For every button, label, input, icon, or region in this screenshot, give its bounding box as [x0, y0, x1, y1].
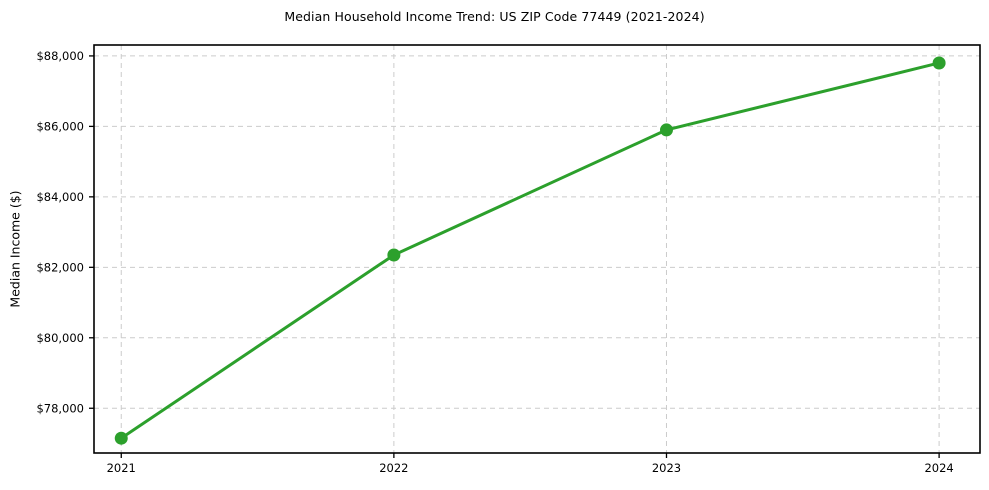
- plot-frame: [93, 44, 981, 454]
- x-tick-label: 2021: [107, 461, 136, 475]
- x-tick-label: 2023: [652, 461, 681, 475]
- y-tick-label: $88,000: [36, 49, 84, 63]
- y-tick-label: $86,000: [36, 119, 84, 133]
- data-point: [932, 56, 946, 70]
- y-tick-label: $84,000: [36, 190, 84, 204]
- data-point: [114, 431, 128, 445]
- x-tick-label: 2022: [379, 461, 408, 475]
- x-tick-label: 2024: [924, 461, 953, 475]
- data-point: [659, 123, 673, 137]
- chart-title: Median Household Income Trend: US ZIP Co…: [284, 9, 705, 24]
- y-tick-label: $82,000: [36, 260, 84, 274]
- y-tick-label: $80,000: [36, 331, 84, 345]
- data-point: [387, 248, 401, 262]
- y-tick-label: $78,000: [36, 401, 84, 415]
- trend-line: [119, 61, 941, 440]
